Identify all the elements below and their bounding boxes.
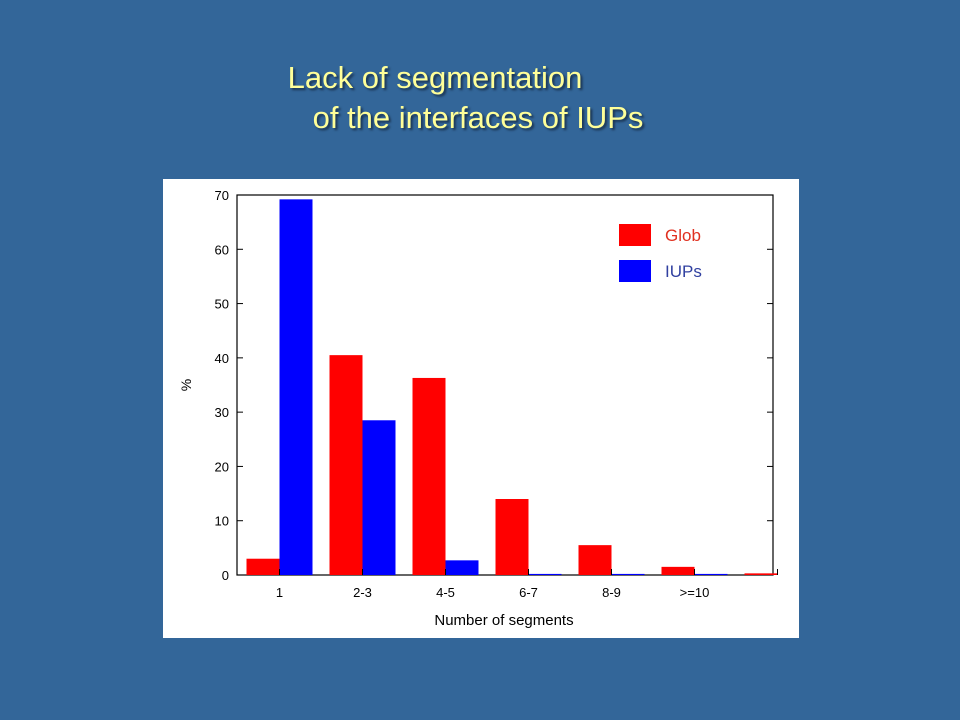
y-tick-label: 20 [215, 459, 229, 474]
bar-iups-8-9 [611, 573, 645, 575]
x-tick-label: 8-9 [602, 585, 621, 600]
x-tick-label: 2-3 [353, 585, 372, 600]
bar-chart: 0 10 20 30 40 50 60 70 1 2-3 4-5 6-7 8-9 >=10 Glob IU… [178, 188, 778, 629]
bar-iups-4-5 [445, 560, 479, 575]
x-axis-label: Number of segments [434, 612, 573, 629]
x-tick-label: 4-5 [436, 585, 455, 600]
x-tick-label: 6-7 [519, 585, 538, 600]
chart-panel: 0 10 20 30 40 50 60 70 1 2-3 4-5 6-7 8-9 >=10 Glob IU… [163, 179, 799, 638]
bar-glob-4-5 [412, 377, 446, 575]
y-tick-label: 50 [215, 297, 229, 312]
bar-glob-extra [744, 573, 778, 575]
y-axis-label: % [178, 379, 194, 391]
bar-glob-8-9 [578, 545, 612, 575]
bar-glob->=10 [661, 566, 695, 575]
y-tick-label: 0 [222, 568, 229, 583]
y-tick-label: 70 [215, 188, 229, 203]
bar-iups->=10 [694, 573, 728, 575]
slide-title-line-2: of the interfaces of IUPs [312, 100, 644, 135]
x-tick-label: 1 [276, 585, 283, 600]
bar-iups-1 [279, 199, 313, 575]
y-tick-label: 60 [215, 242, 229, 257]
bar-glob-1 [246, 558, 280, 575]
bar-glob-2-3 [329, 355, 363, 575]
y-tick-label: 40 [215, 351, 229, 366]
bar-iups-2-3 [362, 420, 396, 575]
legend-swatch-iups [619, 260, 651, 282]
y-tick-label: 10 [215, 514, 229, 529]
legend-swatch-glob [619, 224, 651, 246]
x-tick-label: >=10 [680, 585, 710, 600]
slide-title: Lack of segmentation of the interfaces o… [0, 58, 960, 138]
y-tick-label: 30 [215, 405, 229, 420]
bar-iups-6-7 [528, 573, 562, 575]
legend-label-iups: IUPs [665, 262, 702, 281]
slide-title-line-1: Lack of segmentation [287, 60, 583, 95]
bar-glob-6-7 [495, 499, 529, 575]
legend-label-glob: Glob [665, 226, 701, 245]
